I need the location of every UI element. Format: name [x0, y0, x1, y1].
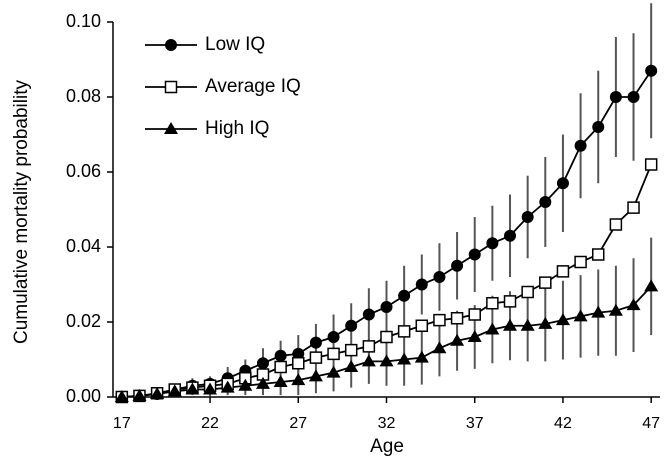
- data-point: [273, 375, 288, 387]
- data-point: [592, 121, 605, 133]
- x-tick-label: 37: [466, 415, 484, 432]
- data-point: [379, 354, 394, 367]
- data-point: [132, 388, 147, 401]
- data-point: [626, 298, 641, 311]
- data-point: [644, 158, 658, 171]
- data-point: [255, 376, 270, 389]
- y-tick-label: 0.00: [66, 386, 101, 406]
- data-point: [361, 354, 376, 367]
- data-point: [308, 369, 323, 382]
- legend-marker: [164, 122, 178, 134]
- data-point: [555, 313, 570, 326]
- data-point: [345, 319, 358, 332]
- data-point: [556, 265, 570, 278]
- data-point: [398, 289, 411, 302]
- data-point: [309, 336, 322, 349]
- y-tick-label: 0.10: [66, 11, 101, 31]
- legend-label: High IQ: [205, 118, 269, 139]
- legend-marker: [164, 80, 178, 94]
- data-point: [539, 196, 552, 208]
- data-point: [220, 380, 235, 393]
- data-point: [292, 357, 305, 370]
- data-point: [415, 278, 428, 291]
- data-point: [450, 312, 464, 325]
- data-point: [591, 305, 606, 318]
- x-tick-label: 47: [642, 415, 660, 432]
- data-point: [167, 384, 182, 397]
- data-point: [114, 390, 129, 402]
- data-point: [468, 248, 481, 261]
- data-point: [627, 201, 640, 214]
- data-point: [415, 319, 429, 332]
- x-tick-label: 27: [289, 415, 307, 432]
- data-point: [380, 330, 393, 344]
- x-tick-label: 42: [554, 415, 572, 432]
- data-point: [504, 229, 517, 242]
- y-tick-label: 0.06: [66, 161, 101, 181]
- data-point: [574, 255, 587, 269]
- y-tick-label: 0.02: [66, 311, 101, 331]
- x-tick-label: 32: [378, 415, 396, 432]
- data-point: [609, 91, 622, 103]
- data-point: [397, 325, 411, 338]
- y-tick-label: 0.08: [66, 86, 101, 106]
- data-point: [451, 259, 464, 272]
- data-point: [344, 360, 359, 372]
- data-point: [591, 248, 605, 261]
- data-point: [327, 347, 340, 361]
- data-point: [539, 276, 552, 289]
- data-point: [309, 351, 323, 364]
- data-point: [573, 309, 588, 322]
- data-point: [203, 382, 218, 395]
- legend-label: Low IQ: [205, 34, 265, 55]
- data-point: [503, 318, 518, 331]
- data-point: [414, 350, 429, 363]
- data-point: [608, 303, 623, 316]
- data-point: [450, 333, 465, 346]
- x-tick-label: 17: [113, 415, 131, 432]
- data-point: [538, 316, 553, 329]
- data-point: [503, 295, 517, 308]
- data-point: [380, 301, 393, 313]
- data-point: [574, 139, 587, 152]
- data-point: [521, 285, 534, 299]
- data-point: [150, 387, 165, 399]
- data-point: [432, 341, 447, 354]
- data-point: [467, 330, 482, 342]
- data-point: [256, 357, 269, 370]
- data-point: [274, 360, 287, 374]
- data-point: [645, 64, 658, 77]
- data-point: [468, 308, 481, 321]
- data-point: [644, 279, 659, 292]
- data-point: [274, 349, 287, 362]
- data-point: [326, 365, 341, 378]
- data-point: [433, 313, 446, 327]
- data-point: [520, 318, 535, 331]
- x-axis-label: Age: [370, 436, 404, 457]
- data-point: [344, 343, 358, 357]
- data-point: [238, 378, 253, 391]
- data-point: [627, 91, 640, 103]
- data-point: [485, 322, 500, 335]
- data-point: [185, 382, 200, 395]
- data-point: [291, 373, 306, 386]
- data-point: [556, 177, 569, 190]
- x-tick-label: 22: [201, 415, 219, 432]
- legend-marker: [165, 39, 177, 51]
- data-point: [362, 308, 375, 321]
- legend-label: Average IQ: [205, 76, 301, 97]
- y-axis-label: Cumulative mortality probability: [11, 80, 32, 344]
- data-point: [609, 218, 623, 231]
- data-point: [397, 352, 412, 365]
- y-tick-label: 0.04: [66, 236, 101, 256]
- data-point: [521, 211, 534, 223]
- data-point: [433, 271, 446, 283]
- data-point: [486, 297, 499, 310]
- data-point: [486, 237, 499, 250]
- data-point: [292, 347, 305, 360]
- data-point: [327, 331, 340, 343]
- data-point: [362, 340, 376, 353]
